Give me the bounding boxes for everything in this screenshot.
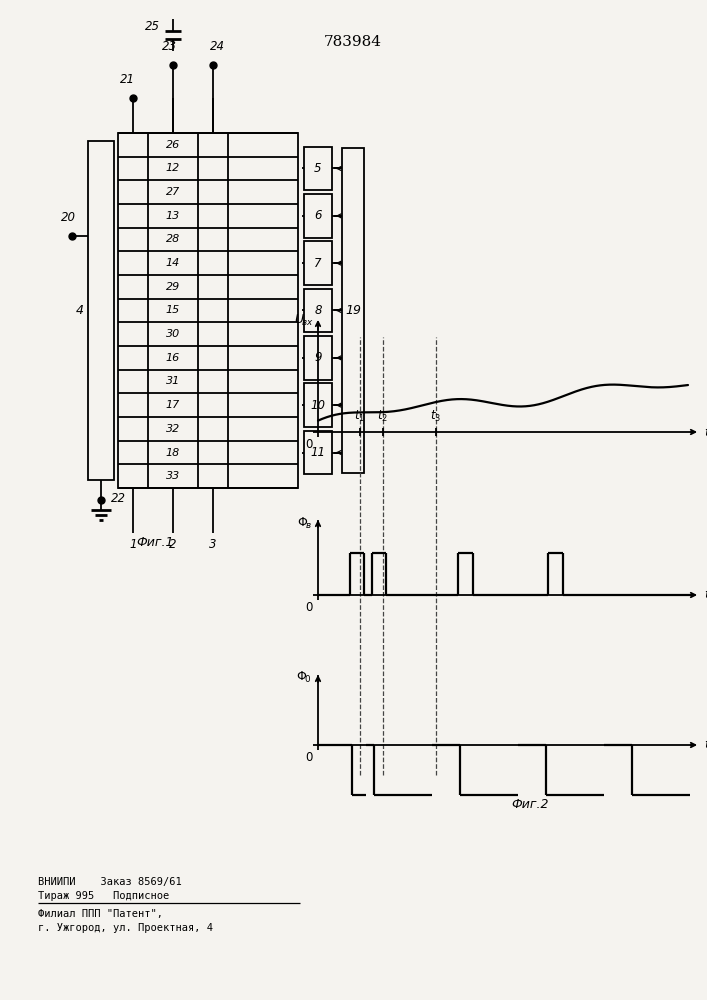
Text: 22: 22: [111, 491, 126, 504]
Text: 11: 11: [310, 446, 325, 459]
Text: 29: 29: [166, 282, 180, 292]
Text: 23: 23: [161, 40, 177, 53]
Bar: [304, 431, 332, 474]
Text: ВНИИПИ    Заказ 8569/61: ВНИИПИ Заказ 8569/61: [38, 877, 182, 887]
Bar: [304, 194, 332, 238]
Text: 14: 14: [166, 258, 180, 268]
Text: 0: 0: [305, 601, 313, 614]
Text: $t$: $t$: [704, 588, 707, 601]
Text: Тираж 995   Подписное: Тираж 995 Подписное: [38, 891, 169, 901]
Bar: [304, 289, 332, 332]
Text: 1: 1: [129, 538, 136, 552]
Bar: [88, 141, 114, 480]
Text: 16: 16: [166, 353, 180, 363]
Text: $t_2$: $t_2$: [378, 409, 389, 424]
Text: $t$: $t$: [704, 738, 707, 752]
Text: 18: 18: [166, 448, 180, 458]
Text: 9: 9: [314, 351, 322, 364]
Text: 13: 13: [166, 211, 180, 221]
Text: 31: 31: [166, 376, 180, 386]
Text: Фиг.1: Фиг.1: [136, 536, 174, 548]
Text: 12: 12: [166, 163, 180, 173]
Text: $t$: $t$: [704, 426, 707, 438]
Text: 24: 24: [209, 40, 225, 53]
Text: 15: 15: [166, 305, 180, 315]
Text: 5: 5: [314, 162, 322, 175]
Bar: [304, 383, 332, 427]
Bar: [342, 148, 364, 473]
Text: 4: 4: [76, 304, 84, 317]
Text: 21: 21: [119, 73, 134, 86]
Text: 25: 25: [145, 20, 160, 33]
Text: 6: 6: [314, 209, 322, 222]
Text: 0: 0: [305, 438, 313, 451]
Text: $U_{\!вх}$: $U_{\!вх}$: [294, 312, 314, 328]
Text: 28: 28: [166, 234, 180, 244]
Text: $\Phi_{\!в}$: $\Phi_{\!в}$: [297, 515, 312, 531]
Text: 783984: 783984: [324, 35, 382, 49]
Text: 3: 3: [209, 538, 217, 552]
Text: 30: 30: [166, 329, 180, 339]
Text: 10: 10: [310, 399, 325, 412]
Text: Фиг.2: Фиг.2: [511, 798, 549, 812]
Text: 2: 2: [169, 538, 177, 552]
Text: 17: 17: [166, 400, 180, 410]
Text: 26: 26: [166, 140, 180, 150]
Text: 19: 19: [345, 304, 361, 317]
Text: 20: 20: [61, 211, 76, 224]
Bar: [118, 133, 298, 488]
Text: $t_3$: $t_3$: [431, 409, 442, 424]
Text: 0: 0: [305, 751, 313, 764]
Text: $\Phi_{\!0}$: $\Phi_{\!0}$: [296, 669, 312, 685]
Text: 8: 8: [314, 304, 322, 317]
Text: 33: 33: [166, 471, 180, 481]
Text: 32: 32: [166, 424, 180, 434]
Text: г. Ужгород, ул. Проектная, 4: г. Ужгород, ул. Проектная, 4: [38, 923, 213, 933]
Bar: [304, 336, 332, 380]
Text: Филиал ППП "Патент",: Филиал ППП "Патент",: [38, 909, 163, 919]
Text: 27: 27: [166, 187, 180, 197]
Bar: [304, 241, 332, 285]
Text: $t_1$: $t_1$: [354, 409, 366, 424]
Bar: [304, 147, 332, 190]
Text: 7: 7: [314, 257, 322, 270]
